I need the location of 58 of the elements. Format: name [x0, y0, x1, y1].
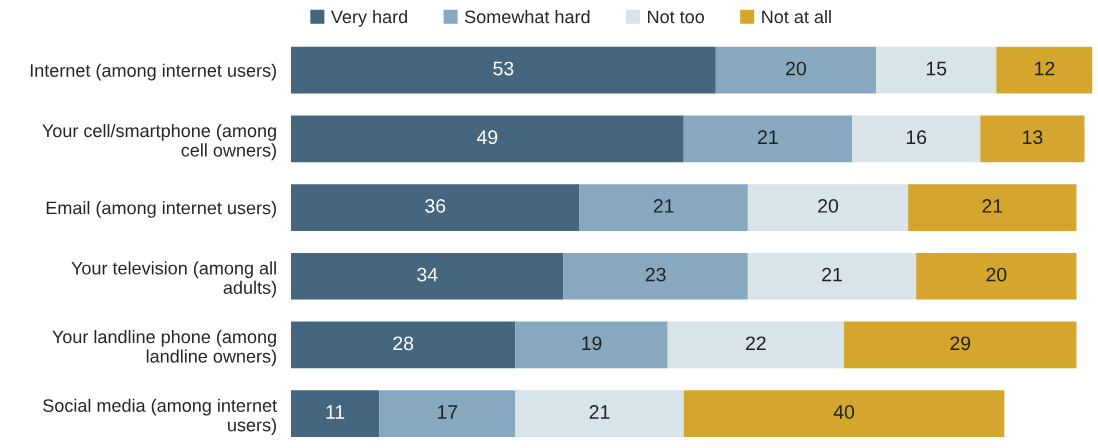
data-label: 49 — [476, 130, 498, 145]
data-label: 15 — [926, 61, 947, 76]
y-tick-label: Your cell/smartphone (among cell owners) — [42, 123, 276, 161]
data-label: 40 — [833, 405, 855, 419]
bar — [563, 252, 748, 300]
data-label: 12 — [1035, 61, 1055, 76]
bar — [290, 46, 716, 94]
bar — [916, 252, 1077, 300]
data-label: 19 — [582, 336, 602, 351]
legend-label: Very hard — [330, 9, 408, 27]
legend-label: Somewhat hard — [464, 9, 590, 24]
data-label: 11 — [326, 405, 345, 419]
data-label: 29 — [950, 336, 971, 351]
bar — [876, 46, 997, 94]
data-label: 28 — [393, 336, 414, 351]
bar — [747, 184, 909, 231]
legend-label: Not at all — [762, 9, 831, 24]
y-tick-label: Email (among internet users) — [46, 201, 276, 218]
data-label: 21 — [589, 405, 610, 419]
bar — [515, 390, 684, 438]
data-label: 21 — [982, 199, 1003, 213]
bar — [996, 46, 1093, 94]
data-label: 23 — [645, 267, 666, 282]
bar — [844, 321, 1077, 369]
data-label: 20 — [786, 61, 806, 76]
y-tick-label: Your landline phone (among landline owners) — [52, 330, 276, 367]
legend-label: Not too — [648, 10, 705, 24]
bar — [290, 184, 580, 231]
y-tick-label: Your television (among all adults) — [71, 261, 276, 298]
data-label: 16 — [906, 130, 927, 145]
bar — [667, 321, 845, 369]
y-tick-label: Internet (among internet users) — [30, 63, 276, 81]
data-label: 13 — [1023, 130, 1043, 145]
bar — [290, 390, 380, 438]
data-label: 21 — [758, 130, 778, 144]
data-label: 20 — [818, 199, 839, 213]
bar — [908, 184, 1077, 231]
data-label: 21 — [822, 267, 842, 282]
data-label: 22 — [746, 336, 766, 350]
data-label: 34 — [417, 267, 438, 282]
bar — [379, 390, 516, 438]
bar — [290, 115, 684, 163]
data-label: 20 — [986, 267, 1007, 282]
bar — [852, 115, 981, 163]
data-label: 21 — [653, 199, 674, 213]
bar — [747, 252, 917, 300]
y-tick-label: Social media (among internet users) — [43, 398, 277, 435]
bar — [683, 390, 1005, 438]
bar — [290, 321, 516, 369]
data-label: 53 — [493, 61, 514, 76]
bar — [980, 115, 1085, 163]
bar — [683, 115, 853, 163]
bar — [290, 252, 564, 300]
data-label: 17 — [437, 405, 458, 419]
data-label: 36 — [425, 199, 446, 213]
bar — [515, 321, 668, 369]
bar — [715, 46, 877, 94]
bar — [579, 184, 748, 231]
